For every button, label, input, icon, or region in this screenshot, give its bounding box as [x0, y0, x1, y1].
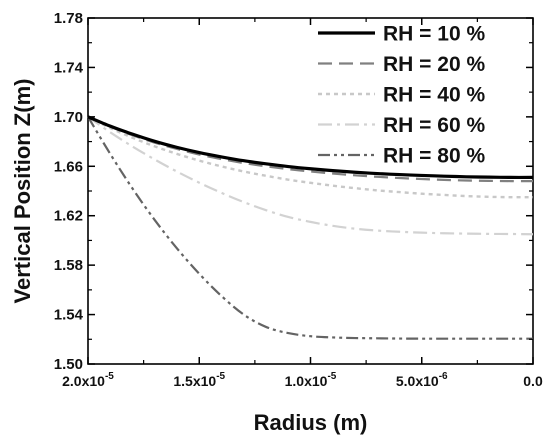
x-tick-label: 2.0x10-5 — [62, 371, 114, 389]
legend-label-2: RH = 20 % — [383, 53, 485, 76]
y-tick-label: 1.74 — [54, 59, 84, 76]
series-layer — [87, 115, 534, 340]
x-tick-label: 1.0x10-5 — [285, 371, 337, 389]
y-tick-label: 1.58 — [54, 257, 83, 274]
x-axis-title: Radius (m) — [254, 410, 368, 435]
legend-label-3: RH = 40 % — [383, 84, 485, 107]
legend-label-1: RH = 10 % — [383, 23, 485, 46]
y-axis-title: Vertical Position Z(m) — [10, 79, 35, 304]
y-tick-label: 1.62 — [54, 208, 83, 225]
x-tick-label: 1.5x10-5 — [173, 371, 225, 389]
y-tick-label: 1.50 — [54, 356, 83, 373]
series-line-1 — [87, 115, 534, 180]
series-line-2 — [87, 115, 534, 183]
x-tick-label: 5.0x10-6 — [396, 371, 448, 389]
series-line-3 — [87, 115, 534, 199]
x-tick-label: 0.0 — [523, 373, 543, 389]
series-line-4 — [87, 115, 534, 236]
y-tick-label: 1.78 — [54, 10, 83, 27]
y-tick-label: 1.66 — [54, 158, 83, 175]
y-tick-label: 1.54 — [54, 307, 84, 324]
legend: RH = 10 % RH = 20 % RH = 40 % RH = 60 % RH =… — [318, 23, 485, 168]
series-line-5 — [87, 116, 533, 340]
legend-label-5: RH = 80 % — [383, 145, 485, 168]
axes-layer: 1.50 1.54 1.58 1.62 1.66 1.70 1.74 1.78 2.0x10-5… — [54, 10, 543, 389]
y-tick-label: 1.70 — [54, 109, 83, 126]
legend-label-4: RH = 60 % — [383, 114, 485, 137]
